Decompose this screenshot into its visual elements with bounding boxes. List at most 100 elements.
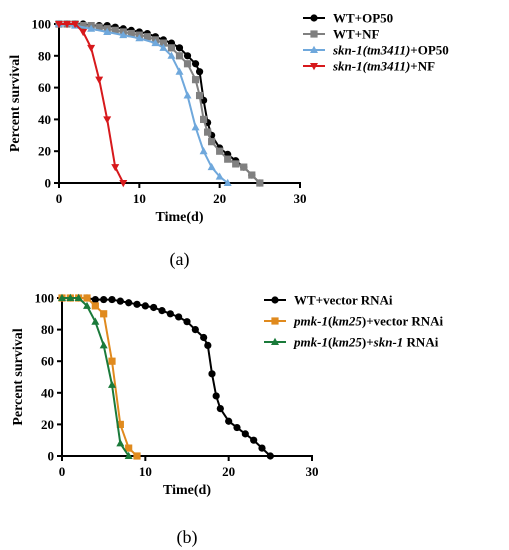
y-tick-label: 80: [38, 48, 51, 63]
y-axis-label: Percent survival: [8, 55, 23, 152]
legend-marker: [310, 14, 318, 22]
data-point: [191, 60, 200, 68]
panel-caption: (b): [177, 527, 198, 548]
data-point: [266, 452, 274, 460]
data-point: [91, 295, 99, 304]
x-tick-label: 30: [294, 191, 307, 206]
legend-label-part: skn-1: [373, 335, 404, 350]
data-point: [87, 44, 96, 53]
y-tick-label: 80: [41, 322, 54, 337]
data-point: [159, 39, 168, 47]
data-point: [79, 28, 88, 37]
legend-label-part: WT+OP50: [333, 11, 393, 26]
data-point: [183, 91, 192, 99]
y-tick-label: 40: [41, 385, 54, 400]
data-point: [248, 171, 256, 179]
data-point: [124, 451, 133, 459]
data-point: [175, 313, 183, 321]
data-point: [215, 172, 224, 180]
data-point: [204, 128, 212, 136]
data-point: [195, 91, 204, 100]
data-point: [258, 444, 266, 452]
legend-label-part: (: [328, 335, 332, 350]
data-point: [241, 430, 249, 438]
legend-marker: [310, 45, 318, 53]
data-point: [108, 380, 116, 388]
data-point: [66, 293, 75, 301]
series-line: [58, 23, 229, 184]
data-point: [58, 293, 66, 301]
data-point: [143, 33, 151, 41]
legend-label: skn-1(tm3411)+NF: [332, 59, 435, 74]
data-point: [133, 300, 141, 308]
data-point: [116, 420, 124, 428]
data-point: [103, 116, 112, 124]
data-point: [125, 444, 133, 452]
data-point: [103, 27, 112, 35]
y-axis-label: Percent survival: [11, 328, 26, 425]
data-point: [175, 44, 184, 52]
y-tick-label: 20: [38, 144, 51, 159]
legend-marker: [271, 296, 279, 304]
data-point: [183, 60, 192, 68]
data-point: [191, 76, 200, 84]
legend-item: skn-1(tm3411)+OP50: [303, 43, 449, 58]
series-line: [62, 297, 138, 457]
y-tick-label: 0: [45, 176, 52, 191]
data-point: [159, 43, 168, 51]
legend-marker: [310, 63, 318, 71]
survival-chart-a: 0 20 40 60 80 100 0 10 20 30 Time(d) Percent surviv…: [8, 11, 449, 271]
data-point: [224, 155, 232, 163]
data-point: [83, 301, 91, 309]
legend-marker: [271, 337, 279, 345]
x-tick-label: 10: [133, 191, 146, 206]
legend-marker: [310, 30, 318, 38]
data-point: [175, 67, 184, 75]
data-point: [55, 21, 63, 29]
data-point: [158, 307, 166, 315]
data-point: [223, 178, 232, 186]
legend-label-part: (: [328, 314, 332, 329]
panel-caption: (a): [170, 249, 190, 270]
data-point: [167, 51, 176, 59]
data-point: [250, 436, 258, 444]
legend-marker: [271, 317, 279, 325]
data-point: [111, 26, 119, 34]
data-point: [256, 179, 264, 187]
data-point: [133, 452, 141, 460]
legend-label-part: WT+NF: [333, 27, 379, 42]
data-point: [99, 341, 108, 349]
data-point: [167, 44, 176, 52]
data-point: [74, 293, 83, 301]
data-point: [91, 317, 100, 325]
data-point: [191, 123, 200, 131]
legend-label-part: km25: [332, 335, 362, 350]
x-tick-label: 20: [213, 191, 226, 206]
x-axis-label: Time(d): [156, 210, 204, 225]
data-point: [212, 392, 220, 400]
legend-item: pmk-1(km25)+skn-1 RNAi: [264, 335, 439, 350]
legend-label-part: pmk-1: [293, 335, 328, 350]
survival-chart-b: 0 20 40 60 80 100 0 10 20 30 Time(d) Percent surviv…: [11, 291, 443, 549]
data-point: [141, 302, 149, 310]
data-point: [166, 310, 174, 318]
data-point: [100, 295, 108, 304]
data-point: [225, 417, 233, 425]
data-point: [208, 138, 216, 146]
y-tick-label: 60: [41, 354, 54, 369]
legend-label-part: WT+vector RNAi: [294, 293, 393, 308]
legend-label-part: +OP50: [410, 43, 448, 58]
data-point: [127, 29, 135, 38]
data-point: [95, 23, 103, 31]
legend-item: skn-1(tm3411)+NF: [303, 59, 435, 74]
data-point: [200, 115, 208, 123]
data-point: [199, 147, 208, 155]
y-tick-label: 20: [41, 417, 54, 432]
data-point: [87, 24, 96, 32]
x-tick-label: 0: [59, 464, 66, 479]
data-point: [195, 68, 204, 76]
legend-label: WT+NF: [333, 27, 379, 42]
data-point: [216, 405, 224, 413]
y-tick-label: 60: [38, 80, 51, 95]
